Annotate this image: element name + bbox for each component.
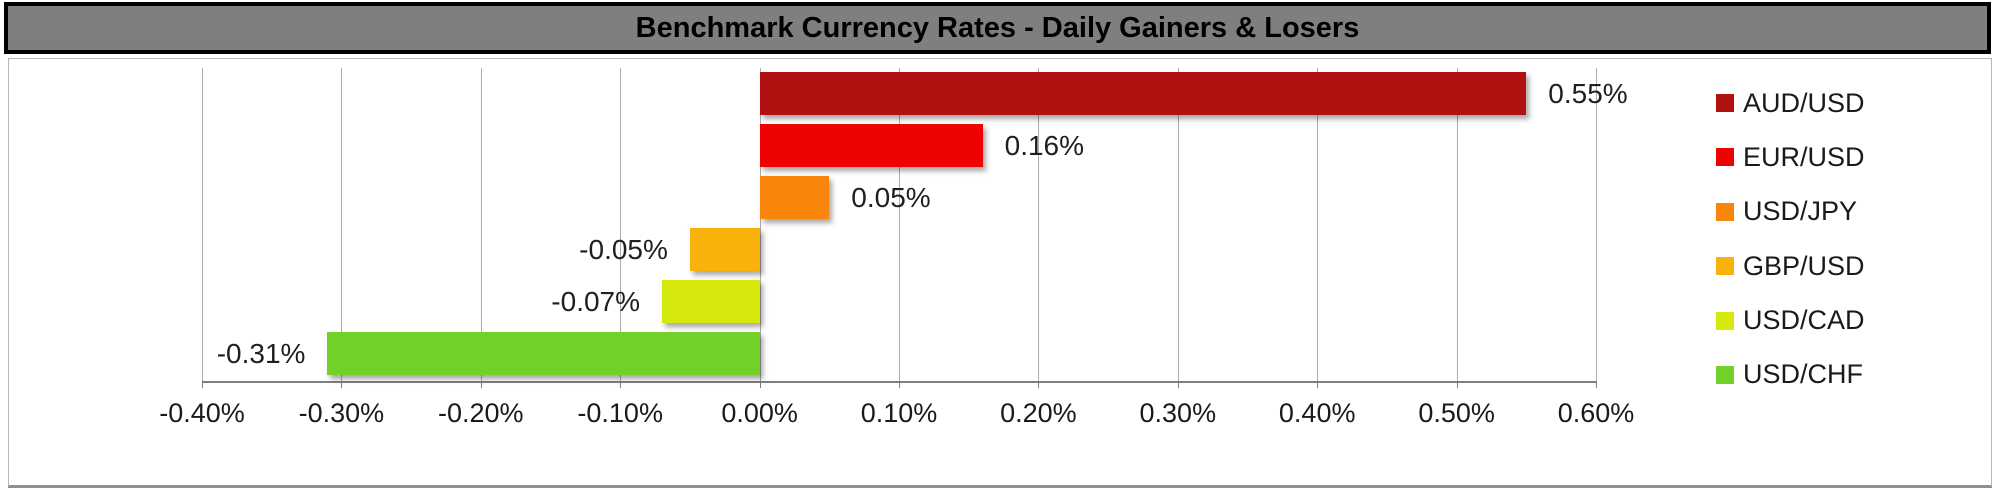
x-tick-label: 0.00% <box>721 398 798 428</box>
legend-item-usd-jpy: USD/JPY <box>1716 196 1865 227</box>
legend-item-gbp-usd: GBP/USD <box>1716 251 1865 281</box>
x-tick-label: 0.50% <box>1418 398 1495 428</box>
x-axis-tick-labels: -0.40% -0.30% -0.20% -0.10% 0.00% 0.10% 0.20% 0… <box>0 398 1996 432</box>
legend-swatch-icon <box>1716 202 1734 221</box>
axis-tick-mark <box>341 381 343 388</box>
gridline <box>1038 68 1040 381</box>
gridline <box>620 68 622 381</box>
legend-label: EUR/USD <box>1743 141 1865 172</box>
axis-tick-mark <box>620 381 622 388</box>
x-tick-label: -0.40% <box>159 398 245 428</box>
gridline <box>1317 68 1319 381</box>
axis-tick-mark <box>480 381 482 388</box>
legend-item-eur-usd: EUR/USD <box>1716 142 1865 172</box>
axis-tick-mark <box>202 381 203 388</box>
legend: AUD/USD EUR/USD USD/JPY GBP/USD USD/CAD USD/C… <box>1716 88 1865 390</box>
axis-tick-mark <box>1177 381 1179 388</box>
legend-item-usd-chf: USD/CHF <box>1716 359 1865 390</box>
bar-value-label: 0.05% <box>851 182 931 213</box>
legend-item-aud-usd: AUD/USD <box>1716 88 1865 118</box>
x-tick-label: 0.40% <box>1278 398 1356 428</box>
chart-title: Benchmark Currency Rates - Daily Gainers… <box>635 11 1360 44</box>
gridline <box>202 68 203 381</box>
bar-usd-cad <box>662 280 760 323</box>
legend-swatch-icon <box>1716 311 1734 330</box>
axis-tick-mark <box>1456 381 1458 388</box>
x-axis-line <box>202 381 1596 383</box>
x-tick-label: 0.30% <box>1139 398 1217 428</box>
axis-tick-mark <box>899 381 900 388</box>
legend-swatch-icon <box>1716 257 1734 276</box>
legend-item-usd-cad: USD/CAD <box>1716 305 1865 336</box>
legend-label: USD/CHF <box>1743 359 1863 390</box>
axis-tick-mark <box>1038 381 1040 388</box>
bar-value-label: 0.55% <box>1548 78 1628 109</box>
axis-tick-mark <box>1317 381 1319 388</box>
legend-swatch-icon <box>1716 94 1734 112</box>
bar-value-label: -0.05% <box>579 234 668 265</box>
chart-title-band: Benchmark Currency Rates - Daily Gainers… <box>4 2 1991 54</box>
plot-area: 0.55% 0.16% 0.05% -0.05% -0.07% -0.31% <box>202 68 1628 388</box>
legend-label: USD/CAD <box>1743 305 1865 336</box>
legend-swatch-icon <box>1716 148 1734 167</box>
x-tick-label: 0.20% <box>1000 398 1077 428</box>
legend-label: USD/JPY <box>1743 196 1858 227</box>
axis-tick-mark <box>1596 381 1597 388</box>
legend-label: GBP/USD <box>1743 250 1865 281</box>
x-tick-label: 0.10% <box>860 398 938 428</box>
x-tick-label: -0.20% <box>438 398 524 428</box>
chart-plot-frame <box>8 58 1992 488</box>
gridline <box>341 68 343 381</box>
bar-aud-usd <box>759 72 1527 115</box>
x-tick-label: -0.10% <box>577 398 663 428</box>
axis-tick-mark <box>759 381 761 388</box>
bar-eur-usd <box>759 124 983 167</box>
legend-label: AUD/USD <box>1743 87 1865 118</box>
bar-value-label: -0.31% <box>216 338 306 369</box>
gridline <box>899 68 900 381</box>
bar-usd-jpy <box>759 176 830 219</box>
bar-gbp-usd <box>689 228 760 271</box>
gridline <box>1456 68 1458 381</box>
x-tick-label: -0.30% <box>298 398 385 428</box>
gridline <box>1177 68 1179 381</box>
gridline <box>1596 68 1597 381</box>
bar-value-label: -0.07% <box>551 286 641 317</box>
bar-value-label: 0.16% <box>1004 130 1085 161</box>
gridline <box>759 68 761 381</box>
bar-usd-chf <box>327 332 760 375</box>
gridline <box>480 68 482 381</box>
legend-swatch-icon <box>1716 365 1734 384</box>
x-tick-label: 0.60% <box>1557 398 1635 428</box>
